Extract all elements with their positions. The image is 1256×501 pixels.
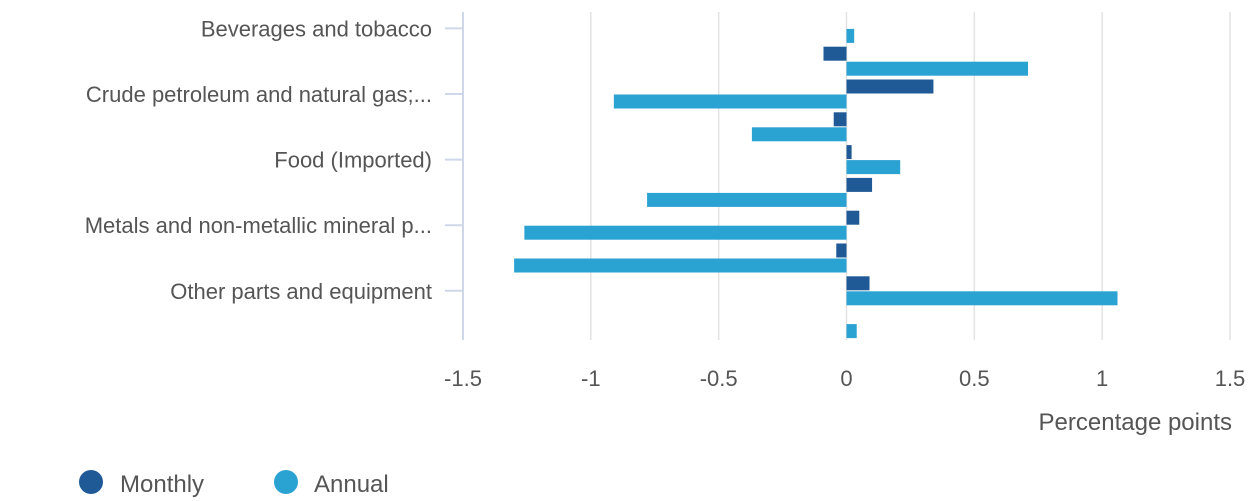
- bar-annual[interactable]: [751, 127, 847, 142]
- legend-item-annual[interactable]: Annual: [274, 470, 389, 498]
- legend-marker-monthly: [79, 470, 103, 494]
- bar-monthly[interactable]: [846, 177, 873, 192]
- bar-annual[interactable]: [647, 192, 847, 207]
- bar-annual[interactable]: [846, 160, 901, 175]
- legend-label-monthly: Monthly: [120, 471, 204, 498]
- bar-monthly[interactable]: [836, 243, 847, 258]
- category-label: Food (Imported): [274, 148, 432, 173]
- bar-monthly[interactable]: [846, 210, 860, 225]
- category-label: Beverages and tobacco: [201, 16, 432, 41]
- x-tick-label: -0.5: [700, 366, 738, 391]
- x-tick-label: -1.5: [444, 366, 482, 391]
- bar-monthly[interactable]: [833, 112, 847, 127]
- bar-annual[interactable]: [846, 28, 855, 43]
- legend-marker-annual: [274, 470, 298, 494]
- bar-annual[interactable]: [524, 225, 847, 240]
- category-label: Crude petroleum and natural gas;...: [86, 82, 432, 107]
- x-tick-label: 1: [1096, 366, 1108, 391]
- bar-monthly[interactable]: [846, 276, 870, 291]
- bar-annual[interactable]: [846, 324, 857, 339]
- bar-annual[interactable]: [846, 61, 1029, 76]
- bar-annual[interactable]: [514, 258, 847, 273]
- legend[interactable]: Monthly Annual: [79, 470, 389, 498]
- bar-monthly[interactable]: [823, 46, 847, 61]
- bar-annual[interactable]: [613, 94, 847, 109]
- x-tick-label: 0: [840, 366, 852, 391]
- x-axis-ticks: -1.5 -1 -0.5 0 0.5 1 1.5: [444, 366, 1245, 391]
- bar-monthly[interactable]: [846, 79, 934, 94]
- x-tick-label: -1: [581, 366, 601, 391]
- grid-lines: [590, 12, 1231, 340]
- bar-annual[interactable]: [846, 291, 1118, 306]
- x-tick-label: 0.5: [959, 366, 990, 391]
- category-label: Other parts and equipment: [170, 279, 432, 304]
- bar-monthly[interactable]: [846, 145, 852, 160]
- y-axis: Beverages and tobacco Crude petroleum and…: [85, 12, 464, 340]
- x-axis-title: Percentage points: [1039, 409, 1232, 436]
- x-tick-label: 1.5: [1215, 366, 1246, 391]
- bars: [514, 28, 1118, 339]
- category-label: Metals and non-metallic mineral p...: [85, 213, 432, 238]
- legend-item-monthly[interactable]: Monthly: [79, 470, 204, 498]
- legend-label-annual: Annual: [314, 471, 389, 498]
